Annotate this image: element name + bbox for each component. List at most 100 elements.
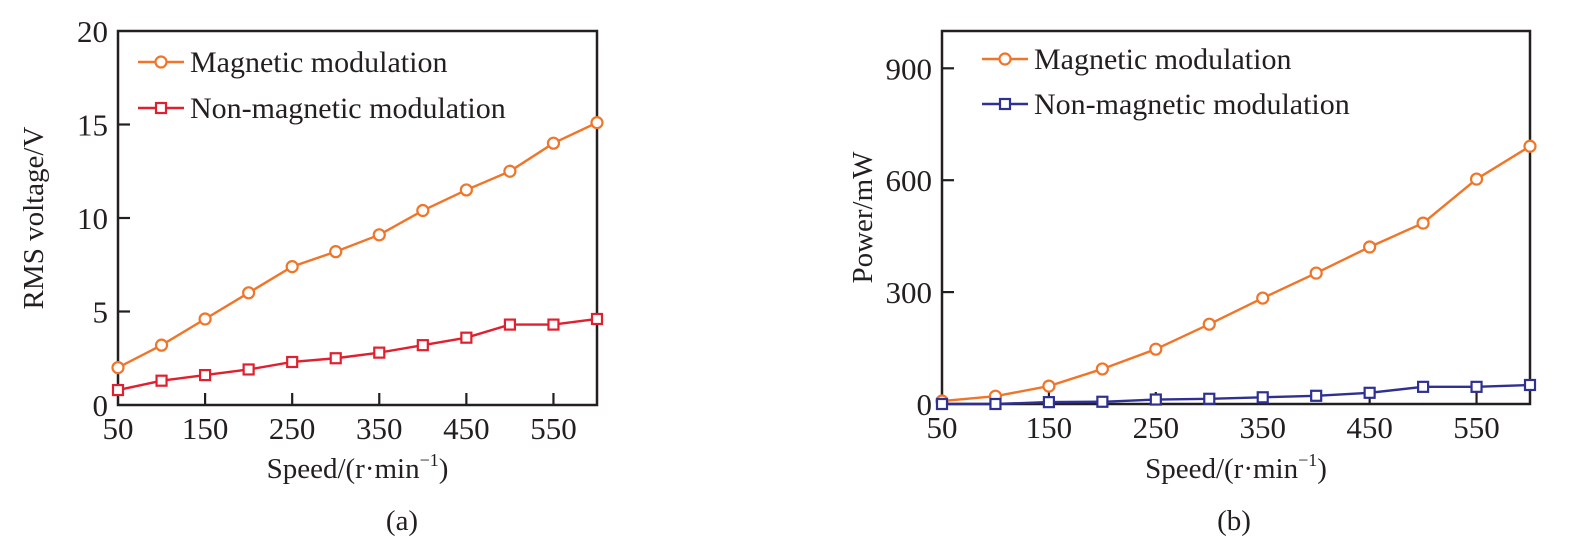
panel-caption: (a)	[386, 505, 418, 537]
data-point	[1149, 393, 1162, 406]
data-point	[1310, 389, 1323, 402]
data-point	[503, 318, 517, 331]
data-point	[590, 116, 604, 130]
legend-label: Non-magnetic modulation	[1034, 88, 1350, 121]
data-point	[1095, 362, 1109, 376]
data-point	[242, 363, 255, 376]
data-point	[590, 312, 604, 326]
data-point	[1523, 378, 1537, 392]
x-axis-title-close: )	[1317, 453, 1327, 485]
data-point	[329, 352, 342, 365]
legend-marker	[998, 97, 1012, 111]
data-point	[1203, 392, 1216, 405]
y-tick-label: 0	[917, 387, 933, 422]
data-point	[155, 374, 168, 387]
x-tick-label: 150	[1026, 410, 1073, 445]
y-tick-label: 900	[886, 51, 933, 86]
data-point	[547, 318, 560, 331]
data-point	[416, 203, 430, 218]
data-point	[1149, 342, 1163, 356]
data-point	[154, 338, 169, 352]
y-tick-label: 600	[886, 163, 933, 198]
x-tick-label: 350	[356, 411, 403, 446]
y-tick-label: 15	[77, 108, 108, 143]
data-point	[373, 346, 386, 359]
legend-entry: Magnetic modulation	[138, 46, 447, 79]
legend-label: Non-magnetic modulation	[190, 92, 506, 125]
data-point	[329, 245, 343, 259]
y-axis-title: RMS voltage/V	[18, 127, 50, 310]
plot-frame	[116, 29, 599, 407]
data-point	[286, 355, 299, 369]
series-magnetic-modulation	[935, 139, 1537, 408]
x-axis-title-main: Speed/(r·min	[267, 453, 421, 485]
x-axis-title-close: )	[439, 453, 449, 485]
data-point	[1470, 380, 1483, 393]
data-point	[1042, 379, 1056, 393]
data-point	[1523, 139, 1537, 153]
x-tick-label: 250	[269, 411, 316, 446]
legend-marker	[154, 101, 168, 115]
data-point	[1256, 391, 1269, 404]
legend-label: Magnetic modulation	[190, 46, 447, 79]
legend-entry: Non-magnetic modulation	[982, 88, 1350, 121]
data-point	[198, 312, 212, 326]
y-tick-label: 20	[77, 14, 108, 49]
data-point	[1363, 240, 1377, 254]
y-tick-label: 5	[93, 295, 109, 330]
data-point	[111, 361, 125, 375]
data-point	[198, 368, 212, 382]
series-line	[942, 383, 1531, 406]
series-non-magnetic-modulation	[935, 378, 1537, 411]
y-axis-title: Power/mW	[847, 151, 879, 284]
x-tick-label: 250	[1133, 410, 1180, 445]
data-point	[459, 183, 473, 197]
x-axis-title-superscript: −1	[1298, 450, 1317, 470]
legend-marker	[154, 55, 168, 69]
data-point	[1363, 386, 1376, 399]
data-point	[1042, 396, 1056, 409]
data-point	[460, 331, 473, 344]
plot-frame	[940, 29, 1532, 406]
x-tick-label: 450	[443, 411, 490, 446]
series-non-magnetic-modulation	[111, 312, 604, 397]
x-tick-label: 50	[927, 410, 958, 445]
data-point	[111, 383, 125, 397]
series-line	[117, 317, 598, 392]
x-tick-label: 50	[103, 411, 134, 446]
legend-label: Magnetic modulation	[1034, 43, 1291, 76]
data-point	[989, 397, 1002, 411]
chart-panel-a: 50 150 250 350 450 550 0 5 10 15 20 RMS voltage/V Sp…	[18, 14, 604, 537]
data-point	[1202, 317, 1216, 331]
x-axis-title-main: Speed/(r·min	[1145, 453, 1299, 485]
series-line	[941, 145, 1531, 403]
y-tick-label: 10	[77, 201, 108, 236]
data-point	[1096, 395, 1109, 408]
data-point	[372, 228, 386, 242]
data-point	[242, 286, 256, 300]
data-point	[1256, 291, 1270, 305]
data-point	[503, 164, 517, 178]
x-tick-label: 550	[530, 411, 577, 446]
data-point	[1416, 216, 1430, 230]
x-axis-title: Speed/(r·min−1)	[267, 450, 449, 485]
x-axis-title: Speed/(r·min−1)	[1145, 450, 1327, 485]
data-point	[546, 136, 561, 150]
legend-marker	[998, 52, 1012, 66]
data-point	[1469, 172, 1484, 186]
legend-entry: Magnetic modulation	[982, 43, 1291, 76]
legend-entry: Non-magnetic modulation	[138, 92, 506, 125]
panel-caption: (b)	[1217, 505, 1251, 537]
x-tick-label: 450	[1346, 410, 1393, 445]
x-tick-label: 550	[1453, 410, 1500, 445]
data-point	[1309, 266, 1323, 280]
x-tick-label: 350	[1239, 410, 1286, 445]
data-point	[935, 397, 949, 411]
x-axis-title-superscript: −1	[420, 450, 439, 470]
chart-panel-b: 50 150 250 350 450 550 0 300 600 900 Power/mW Speed…	[847, 29, 1537, 537]
series-line	[117, 121, 598, 369]
data-point	[285, 260, 299, 274]
y-tick-label: 0	[93, 388, 109, 423]
data-point	[1416, 380, 1430, 393]
